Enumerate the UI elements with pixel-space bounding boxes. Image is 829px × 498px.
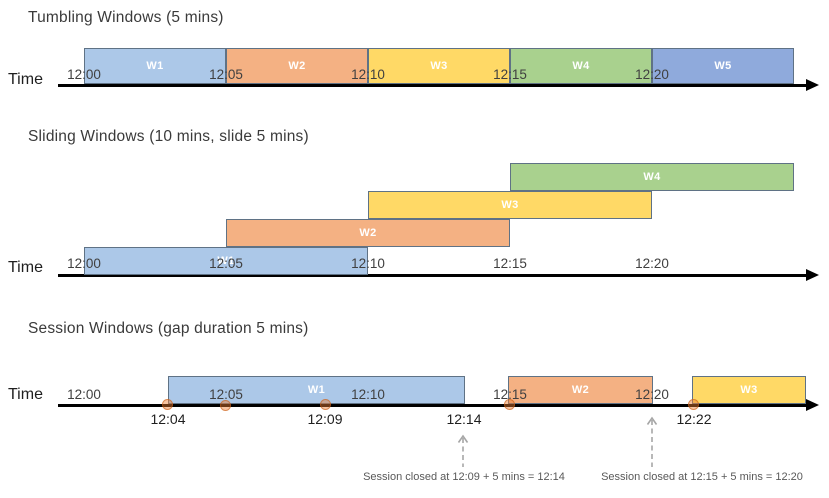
time-axis	[58, 84, 806, 87]
window-label: W1	[146, 60, 164, 72]
section-title-sliding: Sliding Windows (10 mins, slide 5 mins)	[28, 128, 309, 145]
event-dot	[162, 399, 173, 410]
window-label: W3	[740, 384, 758, 396]
window-label: W3	[501, 199, 519, 211]
window-label: W4	[643, 171, 661, 183]
tumbling-window-w1: W1	[84, 48, 226, 84]
window-label: W1	[307, 384, 326, 396]
axis-arrowhead-icon	[806, 269, 819, 281]
tick-label: 12:20	[635, 387, 669, 402]
tick-label: 12:15	[493, 67, 527, 82]
window-label: W3	[430, 60, 448, 72]
tumbling-window-w4: W4	[510, 48, 652, 84]
tick-label: 12:05	[209, 387, 243, 402]
window-label: W4	[572, 60, 590, 72]
tick-label: 12:15	[493, 256, 527, 271]
tick-label: 12:00	[67, 256, 101, 271]
sliding-window-w3: W3	[368, 191, 652, 219]
event-time-label: 12:09	[307, 411, 343, 427]
session-window-w3: W3	[692, 376, 806, 404]
session-window-w1: W1	[168, 376, 465, 404]
time-axis	[58, 404, 806, 407]
axis-arrowhead-icon	[806, 79, 819, 91]
section-title-session: Session Windows (gap duration 5 mins)	[28, 320, 309, 337]
tick-label: 12:05	[209, 67, 243, 82]
time-axis	[58, 274, 806, 277]
tick-label: 12:10	[351, 387, 385, 402]
time-axis-label: Time	[8, 259, 43, 276]
window-label: W2	[288, 60, 306, 72]
event-time-label: 12:14	[446, 411, 482, 427]
tick-label: 12:10	[351, 67, 385, 82]
sliding-window-w1: W1	[84, 247, 368, 275]
window-label: W1	[217, 255, 235, 267]
window-label: W5	[714, 60, 732, 72]
section-title-tumbling: Tumbling Windows (5 mins)	[28, 9, 224, 26]
tumbling-window-w2: W2	[226, 48, 368, 84]
event-time-label: 12:22	[676, 411, 712, 427]
tick-label: 12:20	[635, 256, 669, 271]
tick-label: 12:20	[635, 67, 669, 82]
time-axis-label: Time	[8, 386, 43, 403]
window-label: W2	[359, 227, 377, 239]
dashed-up-arrow-icon	[457, 434, 469, 467]
tick-label: 12:15	[493, 387, 527, 402]
tumbling-window-w5: W5	[652, 48, 794, 84]
event-dot	[220, 400, 231, 411]
tick-label: 12:10	[351, 256, 385, 271]
session-window-w2: W2	[508, 376, 653, 404]
time-axis-label: Time	[8, 71, 43, 88]
window-label: W2	[571, 384, 590, 396]
event-time-label: 12:04	[150, 411, 186, 427]
tumbling-window-w3: W3	[368, 48, 510, 84]
tick-label: 12:00	[67, 67, 101, 82]
session-closed-annotation: Session closed at 12:09 + 5 mins = 12:14	[363, 471, 565, 483]
tick-label: 12:05	[209, 256, 243, 271]
axis-arrowhead-icon	[806, 399, 819, 411]
tick-label: 12:00	[67, 387, 101, 402]
dashed-up-arrow-icon	[646, 416, 658, 467]
session-closed-annotation: Session closed at 12:15 + 5 mins = 12:20	[601, 471, 803, 483]
event-dot	[504, 399, 515, 410]
event-dot	[688, 399, 699, 410]
event-dot	[320, 399, 331, 410]
sliding-window-w4: W4	[510, 163, 794, 191]
sliding-window-w2: W2	[226, 219, 510, 247]
